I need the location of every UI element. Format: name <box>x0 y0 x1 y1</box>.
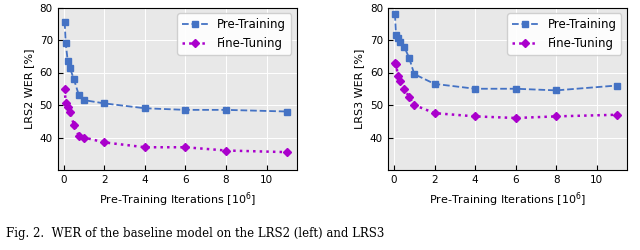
Fine-Tuning <box>182 146 189 149</box>
Text: Fig. 2.  WER of the baseline model on the LRS2 (left) and LRS3: Fig. 2. WER of the baseline model on the… <box>6 227 385 240</box>
Pre-Training <box>431 82 438 86</box>
Fine-Tuning <box>80 136 88 139</box>
Fine-Tuning <box>64 105 72 108</box>
Fine-Tuning <box>400 87 408 90</box>
Fine-Tuning <box>431 112 438 114</box>
Pre-Training <box>391 12 399 16</box>
Line: Fine-Tuning: Fine-Tuning <box>392 60 620 121</box>
Pre-Training <box>512 87 520 90</box>
Fine-Tuning <box>75 134 83 137</box>
Pre-Training <box>405 56 413 59</box>
Fine-Tuning <box>283 150 291 154</box>
Pre-Training <box>222 108 230 112</box>
Pre-Training <box>64 60 72 62</box>
Line: Fine-Tuning: Fine-Tuning <box>61 86 290 155</box>
Pre-Training <box>61 21 68 24</box>
Y-axis label: LRS2 WER [%]: LRS2 WER [%] <box>24 48 34 129</box>
Pre-Training <box>100 102 108 105</box>
Pre-Training <box>471 87 479 90</box>
Legend: Pre-Training, Fine-Tuning: Pre-Training, Fine-Tuning <box>508 14 621 55</box>
Pre-Training <box>400 45 408 48</box>
X-axis label: Pre-Training Iterations [$10^6$]: Pre-Training Iterations [$10^6$] <box>429 190 586 209</box>
Fine-Tuning <box>62 102 70 105</box>
Pre-Training <box>392 34 400 36</box>
Pre-Training <box>80 98 88 102</box>
Legend: Pre-Training, Fine-Tuning: Pre-Training, Fine-Tuning <box>177 14 291 55</box>
Pre-Training <box>394 37 402 40</box>
Fine-Tuning <box>222 149 230 152</box>
Fine-Tuning <box>100 141 108 144</box>
Fine-Tuning <box>396 79 404 82</box>
Fine-Tuning <box>70 123 77 126</box>
Fine-Tuning <box>613 113 621 116</box>
Y-axis label: LRS3 WER [%]: LRS3 WER [%] <box>355 48 364 129</box>
Fine-Tuning <box>471 115 479 118</box>
Pre-Training <box>613 84 621 87</box>
Pre-Training <box>70 78 77 80</box>
Line: Pre-Training: Pre-Training <box>392 11 620 93</box>
Line: Pre-Training: Pre-Training <box>62 19 289 114</box>
Pre-Training <box>66 66 74 69</box>
Pre-Training <box>396 40 404 43</box>
Fine-Tuning <box>392 63 400 66</box>
Pre-Training <box>182 108 189 112</box>
Pre-Training <box>75 94 83 97</box>
X-axis label: Pre-Training Iterations [$10^6$]: Pre-Training Iterations [$10^6$] <box>99 190 256 209</box>
Fine-Tuning <box>394 74 402 77</box>
Pre-Training <box>62 42 70 45</box>
Fine-Tuning <box>391 61 399 64</box>
Fine-Tuning <box>405 95 413 98</box>
Fine-Tuning <box>141 146 148 149</box>
Pre-Training <box>410 72 418 76</box>
Fine-Tuning <box>410 104 418 106</box>
Fine-Tuning <box>512 116 520 119</box>
Fine-Tuning <box>552 115 560 118</box>
Fine-Tuning <box>66 110 74 113</box>
Fine-Tuning <box>61 87 68 90</box>
Pre-Training <box>552 89 560 92</box>
Pre-Training <box>283 110 291 113</box>
Pre-Training <box>141 107 148 110</box>
